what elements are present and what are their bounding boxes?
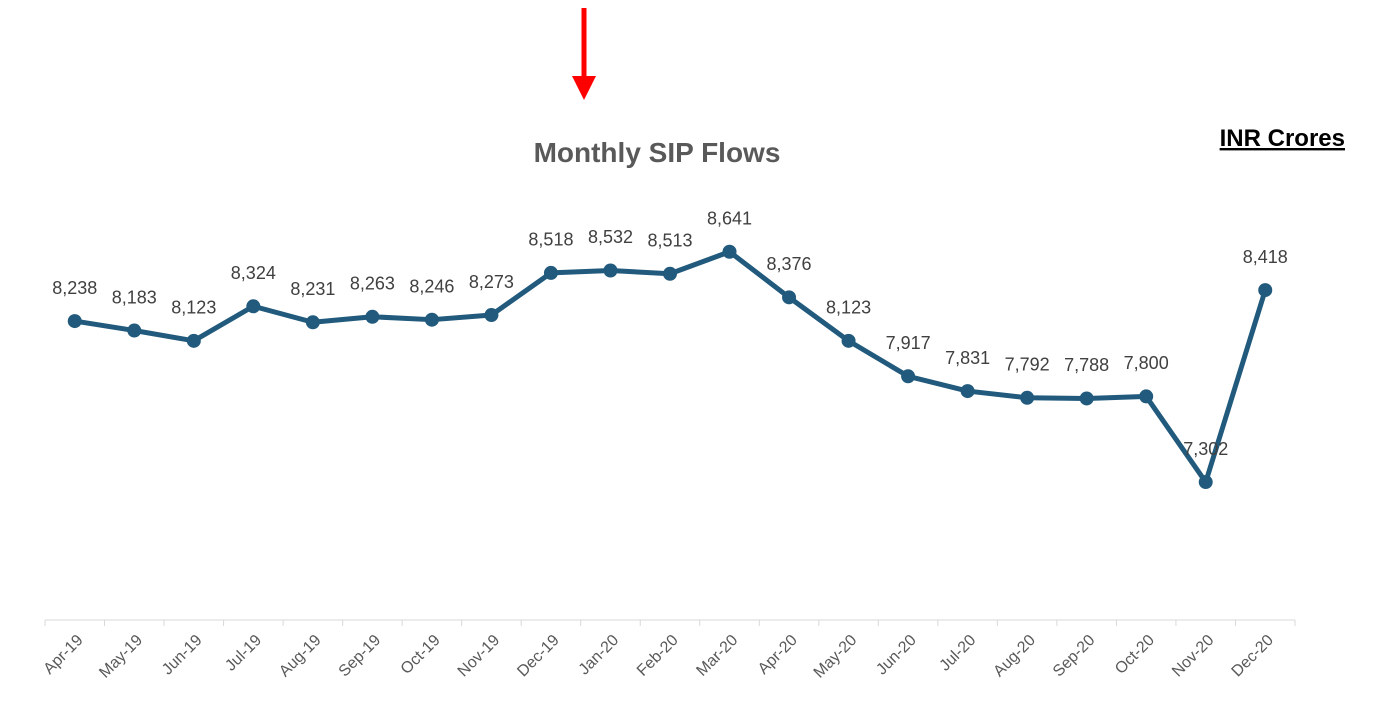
x-tick-label: Apr-20	[755, 632, 801, 678]
unit-note: INR Crores	[1220, 125, 1345, 152]
point	[543, 265, 558, 280]
data-label: 8,532	[588, 227, 633, 247]
x-tick-label: Jun-19	[159, 632, 206, 679]
x-tick-label: Jan-20	[576, 632, 623, 679]
x-tick-label: Jul-20	[937, 632, 980, 675]
point	[186, 333, 201, 348]
data-label: 7,917	[886, 333, 931, 353]
data-label: 8,123	[171, 298, 216, 318]
point	[1198, 475, 1213, 490]
arrow-head	[572, 76, 596, 100]
x-tick-label: Dec-20	[1229, 632, 1278, 681]
data-label: 8,246	[409, 276, 454, 296]
data-label: 7,831	[945, 348, 990, 368]
x-tick-label: Sep-19	[336, 632, 385, 681]
point	[960, 384, 975, 399]
x-tick-label: Oct-19	[398, 632, 444, 678]
point	[1020, 390, 1035, 405]
x-tick-label: Aug-20	[990, 632, 1039, 681]
point	[1139, 389, 1154, 404]
data-label: 8,123	[826, 298, 871, 318]
chart-title: Monthly SIP Flows	[534, 137, 781, 168]
point	[1258, 283, 1273, 298]
point	[365, 309, 380, 324]
data-label: 8,273	[469, 272, 514, 292]
x-tick-label: Apr-19	[41, 632, 87, 678]
x-tick-label: May-19	[96, 632, 146, 682]
plot-area: Apr-19 May-19 Jun-19 Jul-19 Aug-19 Sep-19 Oct-…	[41, 208, 1296, 682]
x-tick-label: Feb-20	[634, 632, 682, 680]
data-label: 8,641	[707, 208, 752, 228]
point	[841, 333, 856, 348]
data-label: 8,183	[112, 287, 157, 307]
point	[603, 263, 618, 278]
x-tick-label: Nov-19	[455, 632, 504, 681]
x-tick-label: Sep-20	[1050, 632, 1099, 681]
data-label: 8,231	[290, 279, 335, 299]
point	[722, 244, 737, 259]
data-label: 7,800	[1124, 353, 1169, 373]
point	[901, 369, 916, 384]
point	[67, 314, 82, 329]
data-label: 7,302	[1183, 439, 1228, 459]
data-label: 7,792	[1005, 355, 1050, 375]
data-label: 8,263	[350, 274, 395, 294]
x-tick-label: Jul-19	[222, 632, 265, 675]
x-tick-label: Nov-20	[1169, 632, 1218, 681]
point	[663, 266, 677, 281]
data-label: 8,376	[767, 254, 812, 274]
data-label: 8,513	[647, 231, 692, 251]
data-label: 8,518	[528, 230, 573, 250]
x-tick-label: Aug-19	[276, 632, 325, 681]
x-tick-label: Dec-19	[514, 632, 563, 681]
data-label: 8,324	[231, 263, 276, 283]
data-label: 8,238	[52, 278, 97, 298]
x-tick-label: Oct-20	[1112, 632, 1158, 678]
x-tick-label: Mar-20	[693, 632, 741, 680]
point	[305, 315, 320, 330]
point	[484, 308, 499, 323]
x-tick-label: Jun-20	[873, 632, 920, 679]
point	[127, 323, 142, 338]
point	[782, 290, 797, 305]
point	[424, 312, 439, 327]
point	[1079, 391, 1094, 406]
data-label: 8,418	[1243, 247, 1288, 267]
x-tick-label: May-20	[811, 632, 861, 682]
data-label: 7,788	[1064, 355, 1109, 375]
point	[246, 299, 261, 314]
